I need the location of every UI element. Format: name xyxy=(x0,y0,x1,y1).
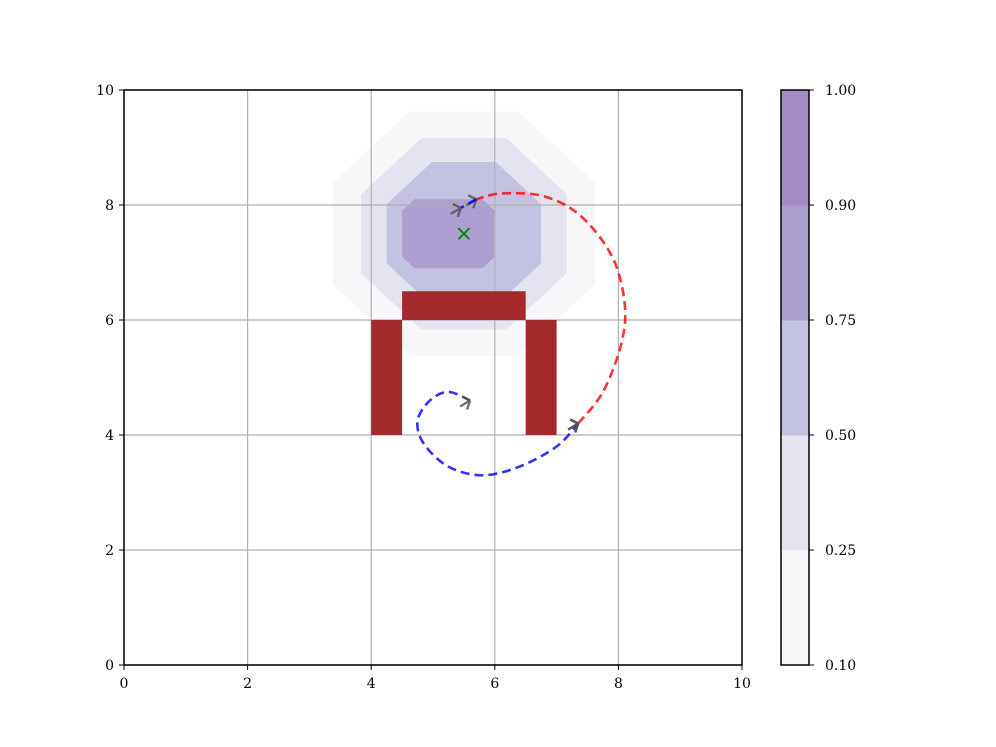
obstacle-1 xyxy=(371,320,403,435)
y-tick-label: 4 xyxy=(105,428,114,444)
y-tick-label: 6 xyxy=(105,313,114,329)
colorbar-segment-0 xyxy=(781,550,809,666)
x-tick-label: 10 xyxy=(733,676,751,692)
y-tick-label: 2 xyxy=(105,543,114,559)
obstacles xyxy=(371,291,557,435)
x-tick-label: 6 xyxy=(490,676,499,692)
y-tick-label: 8 xyxy=(105,198,114,214)
colorbar-segment-1 xyxy=(781,435,809,551)
y-tick-label: 10 xyxy=(96,83,114,99)
y-tick-label: 0 xyxy=(105,658,114,674)
colorbar-tick-label: 0.10 xyxy=(825,658,856,674)
x-tick-label: 4 xyxy=(367,676,376,692)
colorbar-tick-label: 0.25 xyxy=(825,543,856,559)
x-tick-label: 2 xyxy=(243,676,252,692)
direction-arrow xyxy=(450,202,462,218)
obstacle-2 xyxy=(525,320,557,435)
colorbar-frame xyxy=(780,89,810,666)
plot-frame xyxy=(123,89,743,666)
trajectories xyxy=(416,191,627,477)
colorbar-tick-label: 0.50 xyxy=(825,428,856,444)
colorbar-tick-label: 1.00 xyxy=(825,83,856,99)
x-tick-label: 8 xyxy=(614,676,623,692)
trajectory-line-2 xyxy=(460,198,477,210)
direction-arrow xyxy=(567,418,580,433)
colorbar-tick-label: 0.75 xyxy=(825,313,856,329)
colorbar-segment-3 xyxy=(781,205,809,321)
y-axis-ticks: 0 2 4 6 8 10 xyxy=(96,83,124,674)
goal-marker xyxy=(457,227,471,240)
colorbar-segment-4 xyxy=(781,90,809,206)
contour-peak-region xyxy=(402,199,495,269)
x-axis-ticks: 0 2 4 6 8 10 xyxy=(120,665,751,692)
goal-marker-layer xyxy=(457,227,471,240)
x-tick-label: 0 xyxy=(120,676,129,692)
obstacle-0 xyxy=(402,291,526,320)
colorbar-tick-label: 0.90 xyxy=(825,198,856,214)
direction-arrow xyxy=(459,395,472,410)
trajectory-line-1 xyxy=(416,390,580,477)
colorbar-segment-2 xyxy=(781,320,809,436)
colorbar: 0.10 0.25 0.50 0.75 0.90 1.00 xyxy=(780,83,856,674)
